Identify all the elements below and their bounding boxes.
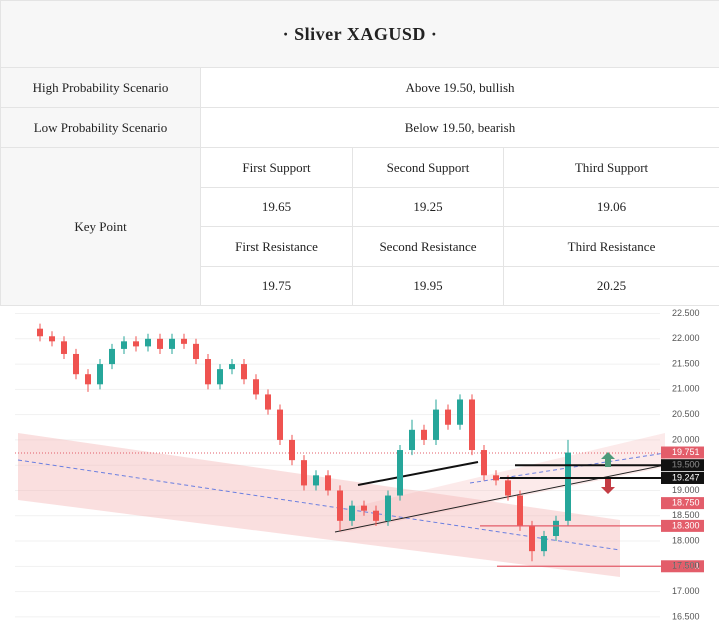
trend-line (357, 461, 479, 486)
candle-body (505, 480, 511, 496)
candle-body (421, 429, 427, 440)
price-tag (661, 497, 704, 510)
y-tick-label: 20.000 (672, 434, 700, 444)
candle-body (457, 399, 463, 425)
candle-body (529, 525, 535, 552)
candle-body (37, 328, 43, 337)
value-cell: 19.75 (200, 266, 353, 306)
up-arrow (601, 452, 615, 467)
candle-body (325, 475, 331, 491)
header-cell: First Resistance (200, 226, 353, 267)
tags: 19.751 19.500 19.247 18.750 18.300 17.501 (480, 446, 704, 573)
candle-body (397, 450, 403, 496)
price-tag (661, 560, 704, 573)
candle-body (85, 374, 91, 385)
chart: 19.751 19.500 19.247 18.750 18.300 17.501 22.… (15, 308, 704, 627)
candle-body (469, 399, 475, 451)
candle-body (337, 490, 343, 521)
candle-body (265, 394, 271, 410)
candle-body (409, 429, 415, 451)
header-cell: Third Support (503, 147, 719, 188)
price-tag (661, 519, 704, 532)
price-tag-label: 18.300 (672, 520, 700, 530)
candle-body (253, 379, 259, 395)
row-value: Below 19.50, bearish (200, 107, 719, 148)
price-tag-label: 19.247 (672, 472, 700, 482)
candle-body (205, 359, 211, 385)
header-cell: Second Support (352, 147, 504, 188)
y-tick-label: 20.500 (672, 409, 700, 419)
price-tag-label: 19.500 (672, 460, 700, 470)
candle-body (73, 353, 79, 375)
y-tick-label: 22.500 (672, 308, 700, 318)
y-tick-label: 18.500 (672, 510, 700, 520)
candle-body (349, 505, 355, 521)
info-table: · Sliver XAGUSD · High Probability Scena… (0, 0, 719, 306)
candle-body (553, 520, 559, 536)
candle-body (145, 338, 151, 347)
price-tag-label: 19.751 (672, 447, 700, 457)
mid-line (17, 459, 621, 551)
candle-body (313, 475, 319, 486)
candle-body (385, 495, 391, 521)
value-cell: 19.06 (503, 187, 719, 227)
candle-body (49, 336, 55, 342)
row-label: Low Probability Scenario (0, 107, 201, 148)
price-tag-label: 18.750 (672, 497, 700, 507)
price-tag (661, 459, 704, 472)
value-cell: 19.95 (352, 266, 504, 306)
y-tick-label: 21.500 (672, 358, 700, 368)
candle-body (133, 341, 139, 347)
candle-body (193, 343, 199, 360)
row-label: High Probability Scenario (0, 67, 201, 108)
y-tick-label: 17.000 (672, 586, 700, 596)
row-label: Key Point (0, 147, 201, 306)
y-tick-label: 21.000 (672, 384, 700, 394)
y-tick-label: 16.500 (672, 611, 700, 621)
value-cell: 20.25 (503, 266, 719, 306)
header-cell: Third Resistance (503, 226, 719, 267)
y-tick-label: 19.000 (672, 485, 700, 495)
price-tag (661, 471, 704, 484)
candle-body (121, 341, 127, 349)
candle-body (157, 338, 163, 349)
candle-body (481, 450, 487, 476)
down-arrow (601, 479, 615, 494)
header-cell: Second Resistance (352, 226, 504, 267)
value-cell: 19.25 (352, 187, 504, 227)
y-tick-label: 19.500 (672, 460, 700, 470)
candle-body (229, 364, 235, 370)
candle-body (493, 475, 499, 481)
candle-body (361, 505, 367, 511)
value-cell: 19.65 (200, 187, 353, 227)
price-tag (661, 446, 704, 459)
trend-line (334, 464, 666, 533)
candle-body (277, 409, 283, 440)
header-cell: First Support (200, 147, 353, 188)
candle-body (541, 535, 547, 552)
y-tick-label: 22.000 (672, 333, 700, 343)
candle-body (565, 452, 571, 521)
candle-body (61, 341, 67, 354)
y-tick-label: 18.000 (672, 535, 700, 545)
row-value: Above 19.50, bullish (200, 67, 719, 108)
candle-body (217, 369, 223, 385)
candle-body (109, 348, 115, 365)
candle-body (445, 409, 451, 425)
price-tag-label: 17.501 (672, 561, 700, 571)
candle-body (517, 495, 523, 526)
candle-body (97, 364, 103, 385)
candle-body (241, 364, 247, 380)
candle-body (373, 510, 379, 521)
y-tick-label: 17.500 (672, 561, 700, 571)
title: · Sliver XAGUSD · (0, 0, 719, 68)
rising-wedge (340, 433, 665, 533)
candles (37, 323, 571, 562)
candle-body (181, 338, 187, 344)
candle-body (301, 460, 307, 486)
candle-body (289, 439, 295, 461)
candle-body (433, 409, 439, 440)
candle-body (169, 338, 175, 349)
